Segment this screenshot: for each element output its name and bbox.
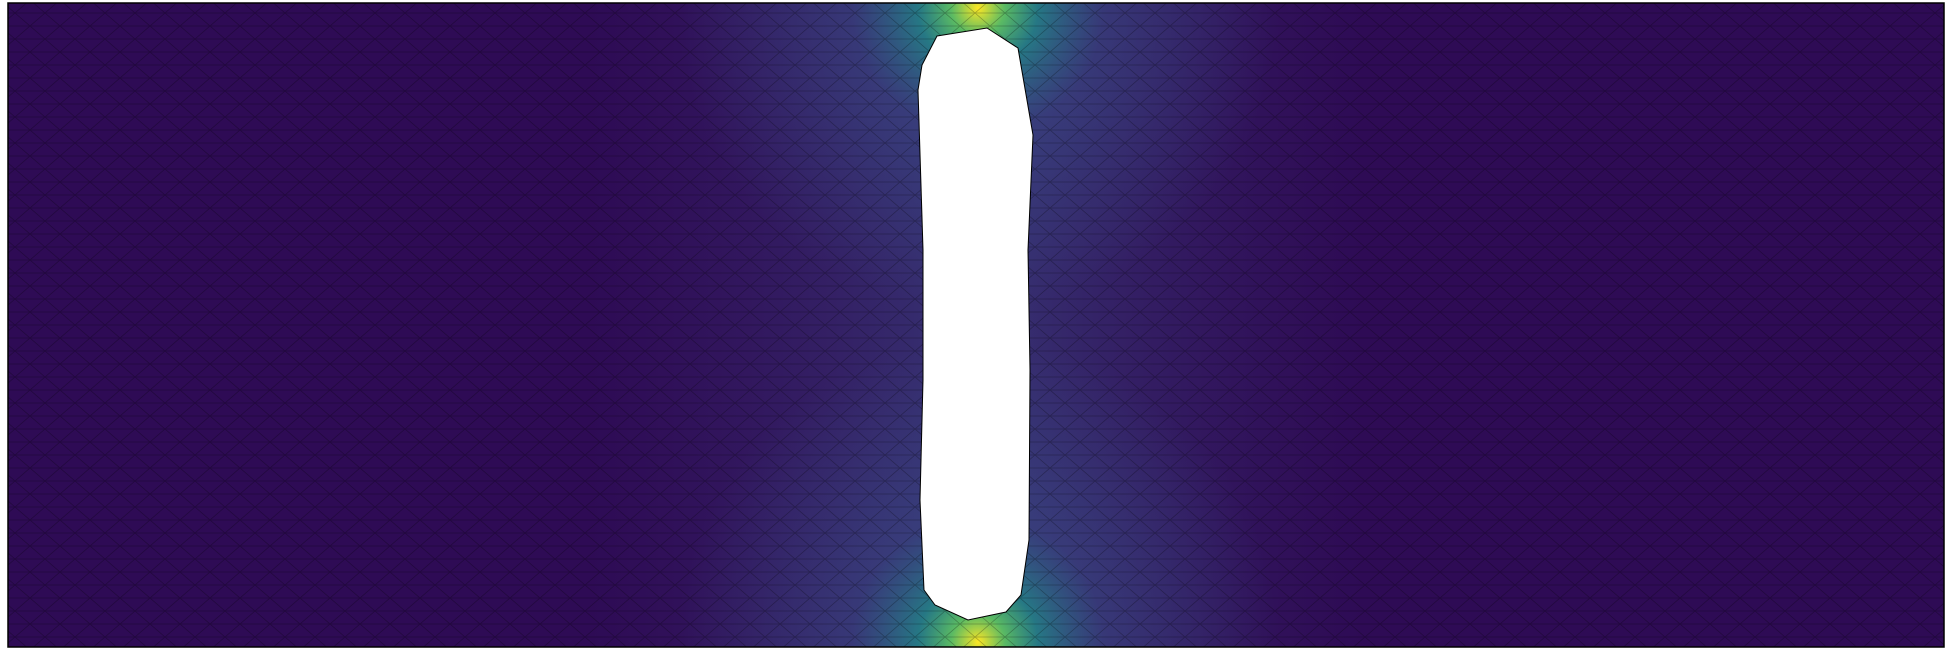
- plate-field: [8, 3, 1944, 647]
- slot-hole: [917, 27, 1034, 621]
- plate-outline: [7, 2, 1945, 648]
